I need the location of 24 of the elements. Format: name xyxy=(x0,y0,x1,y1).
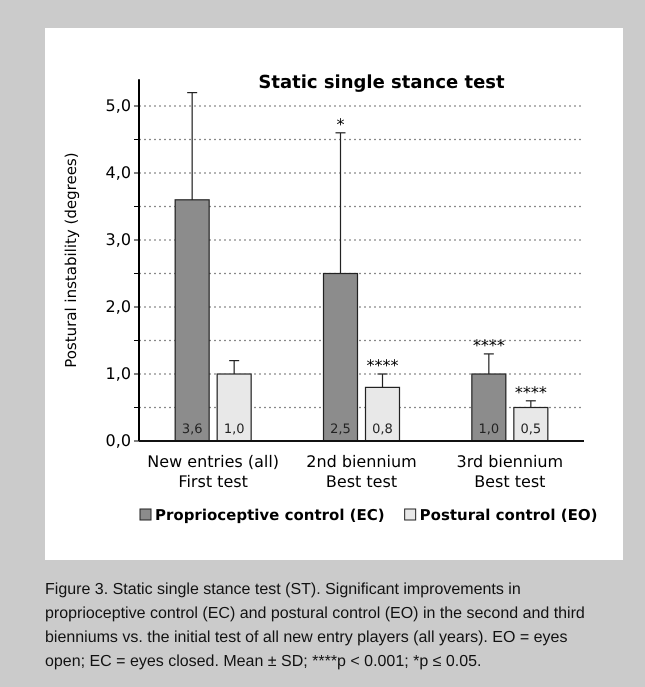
x-tick-label: 2nd biennium Best test xyxy=(306,452,417,491)
legend-label: Proprioceptive control (EC) xyxy=(155,506,385,524)
y-tick-label: 1,0 xyxy=(106,364,131,384)
y-axis-title: Postural instability (degrees) xyxy=(62,152,80,368)
data-label: 2,5 xyxy=(330,422,351,437)
data-label: 3,6 xyxy=(182,422,203,437)
y-tick-label: 0,0 xyxy=(106,431,131,450)
chart-title: Static single stance test xyxy=(258,72,505,93)
data-label: 1,0 xyxy=(224,422,245,437)
annotation: **** xyxy=(366,356,398,375)
annotation: * xyxy=(336,114,344,134)
data-label: 0,8 xyxy=(372,422,393,437)
caption: Figure 3. Static single stance test (ST). Significant improvements in proprioceptive control (EC) and postural control (EO) in the second and third bienniums vs. the initial test of all new entry players (all years). EO = eyes open; EC = eyes closed. Mean ± SD; ****p < 0.001; *p ≤ 0.05. xyxy=(45,580,586,672)
y-tick-label: 4,0 xyxy=(106,163,131,182)
y-tick-label: 5,0 xyxy=(106,96,131,116)
x-tick-label: New entries (all) First test xyxy=(147,452,280,491)
y-tick-label: 2,0 xyxy=(106,297,131,316)
data-label: 1,0 xyxy=(478,422,500,437)
annotation: **** xyxy=(514,382,547,402)
annotation: **** xyxy=(472,336,505,355)
x-tick-label: 3rd biennium Best test xyxy=(456,452,564,491)
data-label: 0,5 xyxy=(520,422,542,437)
y-tick-label: 3,0 xyxy=(106,230,131,250)
legend-label: Postural control (EO) xyxy=(420,506,598,524)
